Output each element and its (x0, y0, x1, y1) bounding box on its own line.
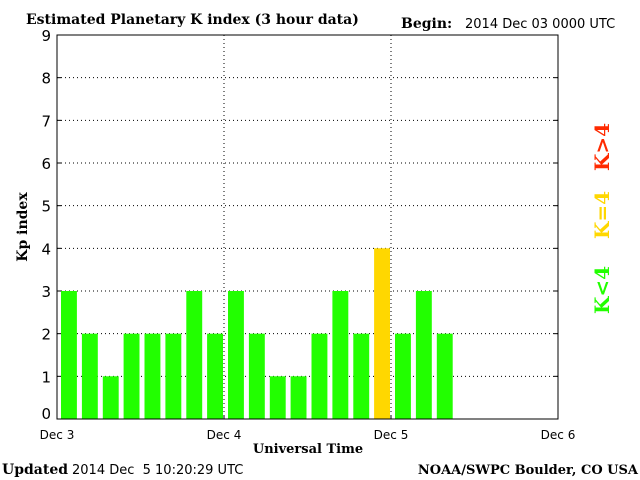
kp-bar (332, 291, 349, 419)
kp-bar (165, 333, 182, 419)
kp-bar (290, 376, 307, 419)
plot-frame (56, 34, 559, 420)
kp-bar (207, 333, 223, 419)
kp-bar (81, 333, 98, 419)
x-tick-label: Dec 5 (374, 428, 409, 442)
updated-label: Updated (2, 462, 68, 478)
kp-bar (186, 291, 203, 419)
grid-lines (57, 35, 558, 419)
x-tick-label: Dec 6 (541, 428, 576, 442)
bars-group (61, 248, 453, 419)
kp-bar (415, 291, 432, 419)
kp-bar (353, 333, 370, 419)
kp-bar (102, 376, 119, 419)
kp-bar (311, 333, 328, 419)
y-tick-label: 4 (41, 240, 51, 258)
kp-bar (61, 291, 77, 419)
y-tick-label: 9 (41, 27, 51, 45)
legend-label: K=4 (590, 191, 614, 239)
updated-value: 2014 Dec 5 10:20:29 UTC (72, 463, 243, 478)
y-axis-label: Kp index (15, 192, 31, 262)
kp-bar (144, 333, 161, 419)
legend: K>4 K=4 K<4 (590, 123, 614, 314)
begin-label: Begin: (401, 16, 452, 32)
y-tick-label: 1 (41, 368, 51, 386)
y-tick-label: 6 (41, 155, 51, 173)
kp-bar (374, 248, 390, 419)
begin-value: 2014 Dec 03 0000 UTC (465, 17, 615, 32)
y-tick-label: 5 (41, 198, 51, 216)
x-tick-label: Dec 4 (207, 428, 242, 442)
credit-text: NOAA/SWPC Boulder, CO USA (418, 463, 639, 478)
x-tick-label: Dec 3 (40, 428, 75, 442)
kp-bar (395, 333, 411, 419)
chart-title: Estimated Planetary K index (3 hour data… (26, 12, 359, 28)
x-axis-ticks: Dec 3 Dec 4 Dec 5 Dec 6 (40, 415, 576, 442)
legend-label: K>4 (590, 123, 614, 171)
y-tick-label: 3 (41, 283, 51, 301)
kp-bar (269, 376, 286, 419)
kp-bar (436, 333, 453, 419)
kp-bar (248, 333, 265, 419)
y-tick-label: 0 (41, 405, 51, 423)
kp-bar (228, 291, 244, 419)
legend-label: K<4 (590, 266, 614, 314)
y-tick-label: 7 (41, 112, 51, 130)
y-tick-label: 8 (41, 70, 51, 88)
y-tick-label: 2 (41, 326, 51, 344)
x-axis-label: Universal Time (253, 442, 363, 457)
y-axis-ticks: 0 1 2 3 4 5 6 7 8 9 (41, 27, 558, 423)
kp-bar (123, 333, 140, 419)
